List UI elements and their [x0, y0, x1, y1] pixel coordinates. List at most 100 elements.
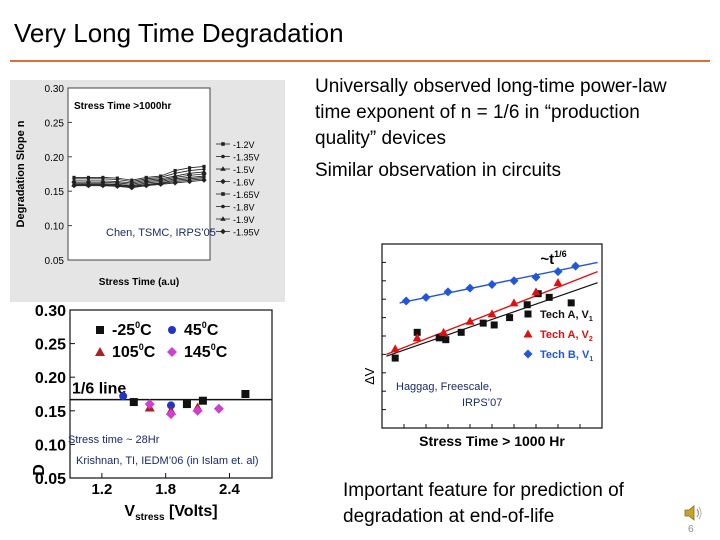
- data-point: [187, 168, 192, 173]
- data-point: [571, 261, 581, 271]
- data-point: [457, 328, 465, 336]
- caption-haggag-1: Haggag, Freescale,: [396, 381, 492, 393]
- legend-marker: [221, 204, 225, 209]
- x-axis-label: Stress Time (a.u): [99, 277, 179, 288]
- data-point: [567, 299, 575, 307]
- speaker-icon[interactable]: [683, 502, 705, 524]
- data-point: [391, 354, 399, 362]
- slide-number: 6: [688, 524, 694, 535]
- data-point: [186, 178, 193, 185]
- data-point: [129, 185, 135, 191]
- legend-marker: [523, 349, 533, 359]
- y-tick-label: 0.10: [45, 222, 65, 233]
- data-point: [487, 309, 497, 318]
- data-point: [172, 180, 178, 186]
- legend-marker: [220, 178, 226, 185]
- legend-entry: -1.9V: [233, 215, 255, 225]
- y-tick-label: 0.25: [35, 337, 66, 354]
- legend-marker: [221, 154, 225, 159]
- data-point: [509, 276, 519, 286]
- bullet-circuits: Similar observation in circuits: [315, 160, 562, 181]
- plot-area: [69, 309, 273, 479]
- y-tick-label: 0.25: [45, 118, 65, 129]
- fit-line-tech-b-v1: [399, 261, 598, 304]
- legend-entry: -1.95V: [233, 228, 260, 238]
- data-point: [531, 272, 541, 282]
- caption-krishnan: Krishnan, TI, IEDM’06 (in Islam et. al): [76, 455, 259, 467]
- caption-stress-time: Stress time ~ 28Hr: [68, 434, 160, 446]
- data-point: [173, 171, 177, 175]
- legend-marker: [96, 326, 104, 334]
- series-line: [74, 177, 205, 187]
- data-point: [119, 392, 128, 401]
- y-tick-label: 0.10: [35, 437, 66, 454]
- data-point: [401, 296, 411, 306]
- data-point: [202, 167, 206, 171]
- data-point: [413, 328, 421, 336]
- data-point: [545, 293, 553, 301]
- data-point: [201, 171, 207, 177]
- data-point: [490, 321, 498, 329]
- caption-haggag-2: IRPS’07: [462, 397, 503, 409]
- series-line: [74, 173, 205, 185]
- y-tick-label: 0.20: [45, 153, 65, 164]
- y-tick-label: 0.15: [35, 404, 66, 421]
- legend-marker: [167, 347, 177, 357]
- legend-entry: -1.65V: [233, 190, 260, 200]
- data-point: [442, 336, 450, 344]
- fit-line-tech-a-v1: [386, 282, 598, 357]
- legend-entry: 450C: [184, 320, 219, 339]
- data-point: [421, 292, 431, 302]
- series-line: [74, 175, 205, 187]
- data-point: [479, 319, 487, 327]
- legend-entry: 1450C: [184, 342, 228, 361]
- data-point: [158, 181, 164, 187]
- y-tick-label: 0.30: [45, 84, 65, 95]
- legend-entry: -1.35V: [233, 153, 260, 163]
- data-point: [167, 401, 175, 410]
- legend-title: Stress Time >1000hr: [74, 101, 171, 112]
- x-tick-label: 1.2: [91, 481, 112, 498]
- legend-marker: [168, 326, 176, 334]
- series-line: [74, 166, 205, 181]
- data-point: [443, 287, 453, 297]
- chart-circuit-degradation: ~t1/6 Tech A, V1 Tech A, V2 Tech B, V1 Stres…: [362, 243, 603, 449]
- data-point: [114, 183, 120, 189]
- data-point: [144, 399, 155, 410]
- data-point: [241, 390, 250, 398]
- chart-slope-vs-vstress: 0.30 0.25 0.20 0.15 0.10 0.05 1.2 1.8 2.4 1/6 lin…: [31, 303, 273, 522]
- data-point: [531, 287, 541, 296]
- data-point: [213, 403, 224, 414]
- bullet-end-of-life: Important feature for prediction of degr…: [343, 480, 624, 527]
- data-point: [182, 400, 191, 409]
- legend-marker: [221, 142, 225, 146]
- legend-entry: -1.8V: [233, 203, 255, 213]
- data-point: [465, 316, 475, 325]
- slide-title: Very Long Time Degradation: [14, 18, 344, 48]
- data-point: [506, 314, 514, 322]
- bullet-power-law: Universally observed long-time power-law…: [315, 76, 667, 149]
- data-point: [166, 409, 176, 420]
- y-axis-label: D: [31, 464, 48, 476]
- series-line: [74, 178, 205, 188]
- title-divider: [10, 60, 710, 62]
- data-point: [412, 333, 422, 342]
- data-point: [465, 283, 475, 293]
- data-point: [390, 344, 400, 353]
- caption-chen: Chen, TSMC, IRPS’05: [106, 227, 216, 239]
- y-tick-label: 0.05: [35, 471, 66, 488]
- y-tick-label: 0.30: [35, 303, 66, 320]
- y-axis-label: Degradation Slope n: [15, 120, 27, 227]
- legend-marker: [524, 310, 532, 318]
- data-point: [553, 278, 563, 287]
- legend-entry: -250C: [112, 320, 152, 339]
- y-tick-label: 0.05: [45, 256, 65, 267]
- data-point: [202, 164, 206, 169]
- data-point: [198, 396, 207, 405]
- legend-marker: [220, 228, 226, 235]
- legend-marker: [220, 216, 226, 221]
- reference-line-label: 1/6 line: [72, 381, 126, 398]
- chart-degradation-slope: 0.30 0.25 0.20 0.15 0.10 0.05 Stress Time >100…: [10, 80, 285, 302]
- legend-marker: [523, 329, 533, 338]
- legend-entry: -1.2V: [233, 140, 255, 150]
